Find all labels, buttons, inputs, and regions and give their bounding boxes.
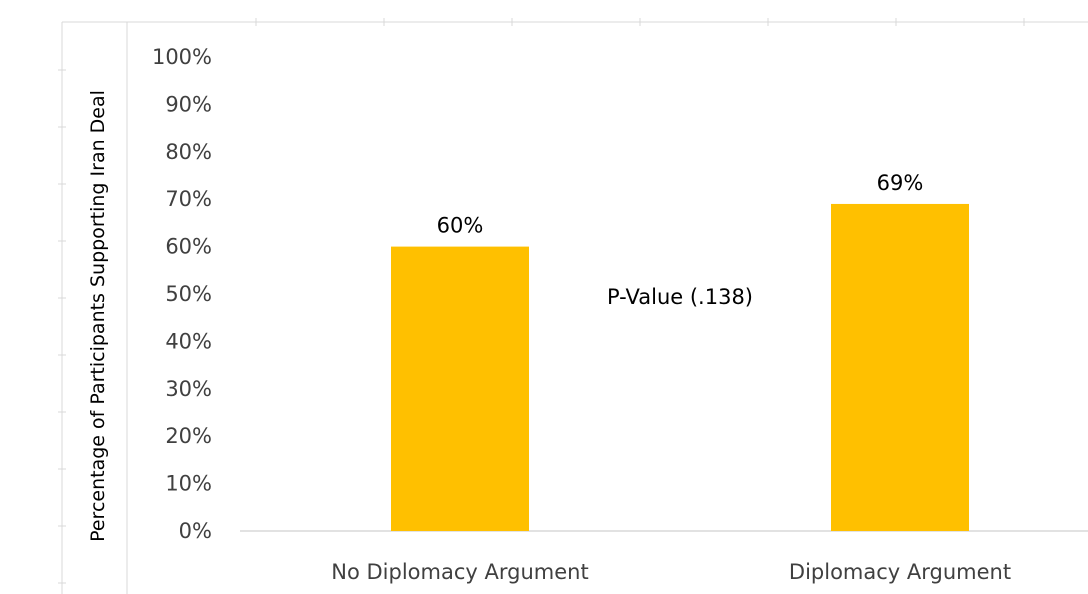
category-label-diplomacy-argument: Diplomacy Argument: [789, 560, 1011, 584]
category-label-no-diplomacy-argument: No Diplomacy Argument: [331, 560, 588, 584]
y-tick-label: 50%: [165, 282, 212, 306]
y-tick-label: 60%: [165, 235, 212, 259]
y-tick-label: 0%: [179, 519, 212, 543]
y-tick-label: 70%: [165, 187, 212, 211]
y-tick-label: 80%: [165, 140, 212, 164]
y-tick-label: 90%: [165, 92, 212, 116]
y-tick-label: 40%: [165, 329, 212, 353]
bar-no-diplomacy-argument: [391, 246, 529, 531]
data-label-diplomacy-argument: 69%: [877, 171, 924, 195]
p-value-annotation: P-Value (.138): [607, 285, 753, 309]
y-tick-label: 30%: [165, 377, 212, 401]
top-border-ticks: [255, 18, 1025, 26]
y-tick-labels: 0% 10% 20% 30% 40% 50% 60% 70% 80% 90% 100%: [152, 45, 212, 543]
y-tick-label: 20%: [165, 424, 212, 448]
y-tick-label: 100%: [152, 45, 212, 69]
y-tick-label: 10%: [165, 472, 212, 496]
left-border-ticks: [58, 69, 66, 584]
data-label-no-diplomacy-argument: 60%: [437, 214, 484, 238]
y-axis-label: Percentage of Participants Supporting Ir…: [87, 90, 109, 542]
bar-diplomacy-argument: [831, 203, 969, 531]
